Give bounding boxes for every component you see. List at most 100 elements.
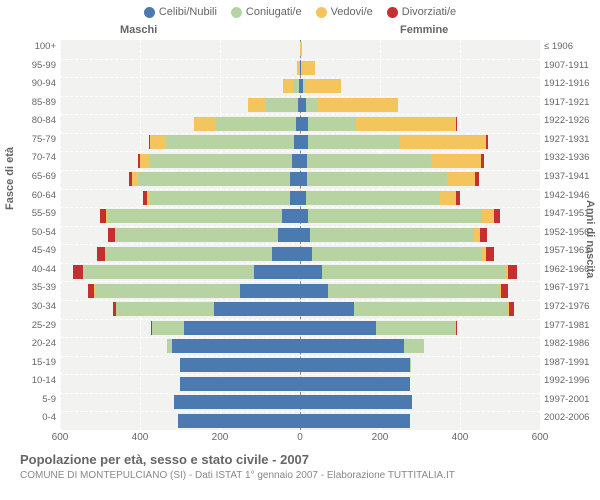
age-label: 40-44	[20, 264, 56, 275]
bar-male-coniugati	[150, 191, 290, 205]
birth-year-label: 1927-1931	[544, 134, 600, 145]
bar-male-coniugati	[106, 247, 272, 261]
birth-year-label: 1942-1946	[544, 190, 600, 201]
xaxis-tick: 200	[372, 432, 389, 443]
bar-female-divorziati	[475, 172, 479, 186]
bar-female-nubili	[300, 117, 308, 131]
legend-dot	[144, 7, 155, 18]
bar-female-vedovi	[301, 61, 315, 75]
bar-female-vedovi	[482, 209, 494, 223]
bar-male-vedovi	[83, 265, 84, 279]
xaxis-tick: 400	[452, 432, 469, 443]
bar-female-divorziati	[509, 302, 514, 316]
bar-male-coniugati	[150, 154, 292, 168]
bar-female-nubili	[300, 265, 322, 279]
birth-year-label: 1952-1956	[544, 227, 600, 238]
bar-female-vedovi	[447, 172, 475, 186]
bar-female-nubili	[300, 247, 312, 261]
bar-male-celibi	[174, 395, 300, 409]
bar-male-coniugati	[167, 339, 172, 353]
legend: Celibi/NubiliConiugati/eVedovi/eDivorzia…	[0, 0, 600, 20]
bar-row	[60, 151, 540, 170]
bar-male-celibi	[290, 191, 300, 205]
bar-female-divorziati	[486, 247, 494, 261]
age-label: 45-49	[20, 245, 56, 256]
bar-row	[60, 300, 540, 319]
age-label: 70-74	[20, 152, 56, 163]
bar-female-divorziati	[456, 117, 457, 131]
bar-row	[60, 114, 540, 133]
bar-female-nubili	[300, 358, 410, 372]
age-label: 75-79	[20, 134, 56, 145]
bar-male-vedovi	[194, 117, 216, 131]
bar-row	[60, 374, 540, 393]
bar-male-coniugati	[293, 79, 299, 93]
legend-item: Coniugati/e	[231, 6, 302, 18]
bar-male-coniugati	[116, 228, 278, 242]
bar-row	[60, 189, 540, 208]
bar-row	[60, 337, 540, 356]
bar-male-celibi	[178, 414, 300, 428]
bar-female-vedovi	[305, 79, 341, 93]
bar-female-vedovi	[356, 117, 456, 131]
bar-male-celibi	[292, 154, 300, 168]
bar-row	[60, 207, 540, 226]
xaxis-tick: 600	[52, 432, 69, 443]
bar-male-celibi	[282, 209, 300, 223]
bar-row	[60, 77, 540, 96]
birth-year-label: 1957-1961	[544, 245, 600, 256]
bar-female-nubili	[300, 172, 307, 186]
birth-year-label: 1962-1966	[544, 264, 600, 275]
bar-female-coniugati	[328, 284, 500, 298]
bar-male-vedovi	[283, 79, 293, 93]
bar-female-coniugati	[410, 358, 411, 372]
age-label: 50-54	[20, 227, 56, 238]
bar-female-divorziati	[494, 209, 500, 223]
bar-female-coniugati	[308, 135, 400, 149]
bar-male-coniugati	[84, 265, 254, 279]
bar-male-coniugati	[116, 302, 214, 316]
age-label: 55-59	[20, 208, 56, 219]
bar-female-coniugati	[322, 265, 506, 279]
xaxis-tick: 0	[297, 432, 303, 443]
bar-row	[60, 393, 540, 412]
bar-male-divorziati	[73, 265, 83, 279]
birth-year-label: 1982-1986	[544, 338, 600, 349]
xaxis-tick: 600	[532, 432, 549, 443]
legend-item: Divorziati/e	[387, 6, 456, 18]
grid-vertical	[540, 40, 541, 430]
bar-male-celibi	[180, 358, 300, 372]
chart-title: Popolazione per età, sesso e stato civil…	[20, 452, 309, 467]
bar-female-nubili	[300, 135, 308, 149]
bar-female-nubili	[300, 395, 412, 409]
age-label: 30-34	[20, 301, 56, 312]
bar-male-coniugati	[138, 172, 290, 186]
xaxis-labels: 6004002000200400600	[60, 432, 540, 446]
bar-male-divorziati	[151, 321, 152, 335]
age-label: 90-94	[20, 78, 56, 89]
bar-male-celibi	[172, 339, 300, 353]
bar-female-divorziati	[486, 135, 488, 149]
bar-male-celibi	[278, 228, 300, 242]
population-pyramid-chart: Celibi/NubiliConiugati/eVedovi/eDivorzia…	[0, 0, 600, 500]
bar-female-coniugati	[312, 247, 482, 261]
bar-female-coniugati	[310, 228, 474, 242]
birth-year-label: 1932-1936	[544, 152, 600, 163]
age-label: 100+	[20, 41, 56, 52]
bar-row	[60, 40, 540, 59]
bar-female-coniugati	[376, 321, 456, 335]
bar-female-nubili	[300, 209, 308, 223]
bar-female-coniugati	[308, 117, 356, 131]
bar-female-divorziati	[481, 154, 484, 168]
yaxis-left-labels: 100+95-9990-9485-8980-8475-7970-7465-696…	[20, 40, 58, 430]
age-label: 10-14	[20, 375, 56, 386]
bar-male-coniugati	[216, 117, 296, 131]
bar-male-divorziati	[129, 172, 132, 186]
bar-male-coniugati	[108, 209, 282, 223]
birth-year-label: ≤ 1906	[544, 41, 600, 52]
age-label: 85-89	[20, 97, 56, 108]
bar-female-vedovi	[300, 42, 302, 56]
bar-female-divorziati	[456, 191, 460, 205]
bar-male-celibi	[240, 284, 300, 298]
legend-item: Celibi/Nubili	[144, 6, 217, 18]
